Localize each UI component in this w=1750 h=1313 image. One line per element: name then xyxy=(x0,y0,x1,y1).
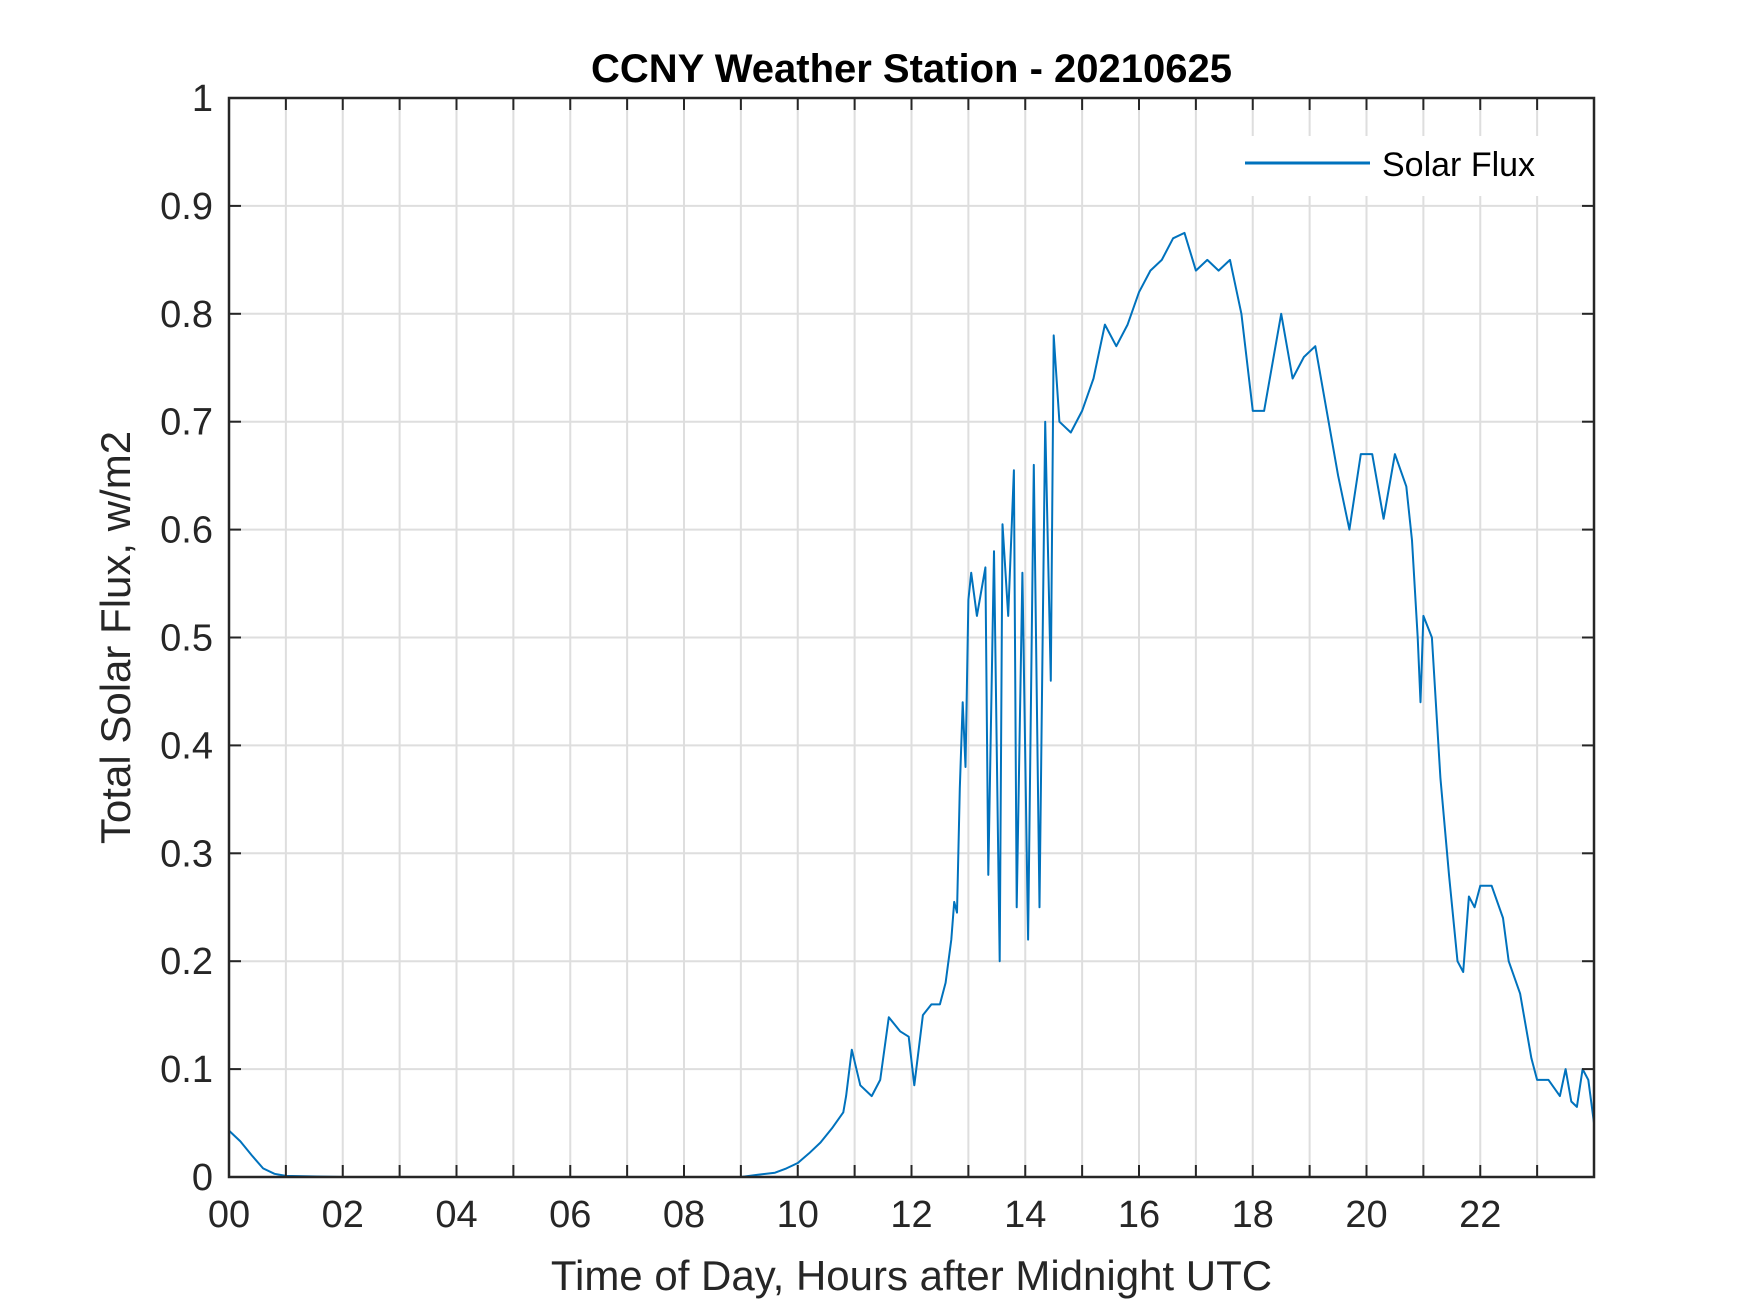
legend-box xyxy=(1240,136,1580,196)
y-tick-label: 0.3 xyxy=(160,833,213,875)
legend: Solar Flux xyxy=(1240,136,1580,196)
ticks: 00 02 04 06 08 10 12 14 16 18 20 22 0 0.1 0.2 0.3 0.4 0.5… xyxy=(160,78,1595,1236)
legend-label-solar-flux: Solar Flux xyxy=(1382,146,1535,184)
y-tick-label: 1 xyxy=(192,78,213,120)
x-tick-label: 04 xyxy=(435,1194,477,1236)
x-tick-label: 14 xyxy=(1004,1194,1046,1236)
x-tick-label: 02 xyxy=(322,1194,364,1236)
y-tick-label: 0.6 xyxy=(160,510,213,552)
series-line-solar-flux xyxy=(228,231,1595,1178)
x-tick-label: 08 xyxy=(663,1194,705,1236)
y-axis-label: Total Solar Flux, w/m2 xyxy=(92,431,139,844)
x-tick-label: 00 xyxy=(208,1194,250,1236)
x-tick-label: 16 xyxy=(1118,1194,1160,1236)
y-tick-label: 0.2 xyxy=(160,941,213,983)
y-tick-label: 0.1 xyxy=(160,1049,213,1091)
y-tick-label: 0.8 xyxy=(160,294,213,336)
y-tick-label: 0.9 xyxy=(160,186,213,228)
y-tick-label: 0.5 xyxy=(160,618,213,660)
y-tick-label: 0.7 xyxy=(160,402,213,444)
chart-title: CCNY Weather Station - 20210625 xyxy=(591,47,1232,91)
x-tick-label: 12 xyxy=(890,1194,932,1236)
x-tick-label: 22 xyxy=(1459,1194,1501,1236)
x-tick-label: 06 xyxy=(549,1194,591,1236)
series-layer xyxy=(228,231,1595,1178)
x-tick-label: 20 xyxy=(1345,1194,1387,1236)
x-axis-label: Time of Day, Hours after Midnight UTC xyxy=(551,1252,1272,1299)
y-tick-label: 0.4 xyxy=(160,725,213,767)
y-tick-label: 0 xyxy=(192,1157,213,1199)
x-tick-label: 10 xyxy=(777,1194,819,1236)
x-tick-label: 18 xyxy=(1232,1194,1274,1236)
